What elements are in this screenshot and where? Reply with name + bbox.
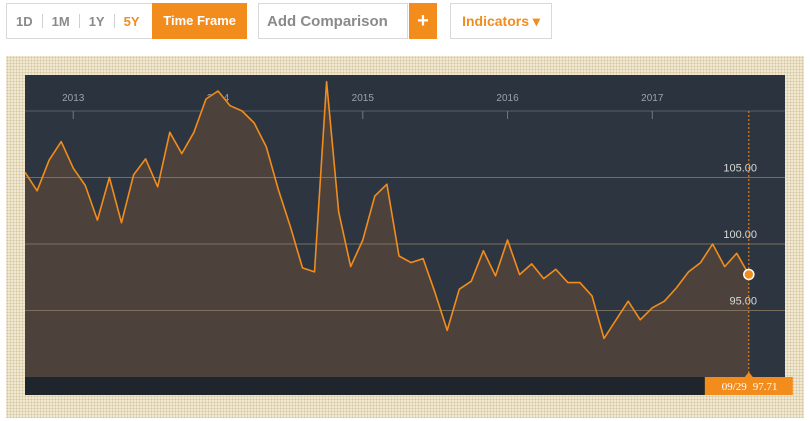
marker-value-label: 97.71 [753, 381, 778, 393]
add-comparison-button[interactable]: + [409, 3, 437, 39]
series-line [24, 80, 750, 340]
range-divider [41, 14, 43, 28]
series-area [25, 81, 749, 377]
x-tick-label-3: 2016 [496, 93, 519, 104]
x-tick-label-0: 2013 [62, 93, 85, 104]
y-tick-label-2: 105.00 [723, 163, 757, 175]
add-comparison-input[interactable]: Add Comparison [258, 3, 408, 39]
bottom-strip [25, 377, 785, 395]
x-tick-label-4: 2017 [641, 93, 664, 104]
range-button-5y[interactable]: 5Y [123, 13, 140, 29]
marker-label-box [704, 377, 793, 395]
range-button-1y[interactable]: 1Y [88, 13, 105, 29]
marker-date-label: 09/29 [722, 381, 748, 393]
indicators-dropdown[interactable]: Indicators ▾ [450, 3, 552, 39]
range-divider [78, 14, 80, 28]
y-tick-label-1: 100.00 [723, 229, 757, 241]
current-value-marker [743, 268, 755, 281]
chart-toolbar: 1D 1M 1Y 5Y Time Frame Add Comparison + … [6, 2, 806, 39]
chart-container: 2013201420152016201795.00100.00105.0009/… [6, 56, 804, 418]
y-tick-label-0: 95.00 [729, 296, 757, 308]
range-button-1m[interactable]: 1M [51, 13, 70, 29]
range-button-1d[interactable]: 1D [16, 13, 33, 29]
x-axis-band [25, 75, 785, 111]
price-chart[interactable]: 2013201420152016201795.00100.00105.0009/… [6, 56, 804, 418]
range-divider [113, 14, 115, 28]
marker-label-pointer [744, 372, 753, 377]
range-selector: 1D 1M 1Y 5Y Time Frame [6, 2, 247, 39]
x-tick-label-2: 2015 [352, 93, 375, 104]
time-frame-button[interactable]: Time Frame [152, 2, 247, 39]
